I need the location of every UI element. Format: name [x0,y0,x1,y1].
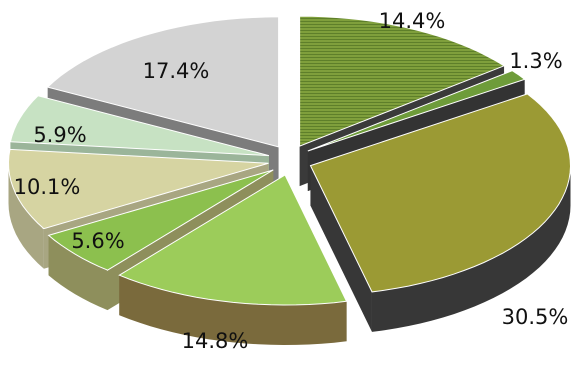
pie-slice-label-1: 14.4% [379,9,446,33]
pie-slice-label-6: 10.1% [14,175,81,199]
pie-slice-8 [46,16,280,148]
pie-slice-rim-5 [48,235,108,311]
pie-slice-label-4: 14.8% [182,329,249,353]
pie-slice-3 [309,93,572,293]
pie-slice-4 [118,174,348,306]
pie-slice-label-7: 5.9% [33,123,86,147]
pie-slice-7 [9,95,270,157]
pie-slice-1 [298,15,506,147]
pie-slice-6 [7,148,269,230]
pie-slice-label-5: 5.6% [71,229,124,253]
slice-labels-layer: 14.4% 1.3% 30.5% 14.8% 5.6% 10.1% 5.9% 17.4% [14,9,569,353]
pie-slice-5 [47,169,274,272]
pie-slice-label-2: 1.3% [509,49,562,73]
pie-slice-2 [307,70,526,152]
pie-slice-rim-3 [372,165,571,332]
pie-slice-rim-6 [8,163,44,269]
pie-slice-label-3: 30.5% [502,305,569,329]
slice-tops-layer [7,15,572,306]
pie-slice-rim-4 [119,275,347,345]
pie-slice-label-8: 17.4% [143,59,210,83]
pie-slice-wall-3 [310,165,372,332]
